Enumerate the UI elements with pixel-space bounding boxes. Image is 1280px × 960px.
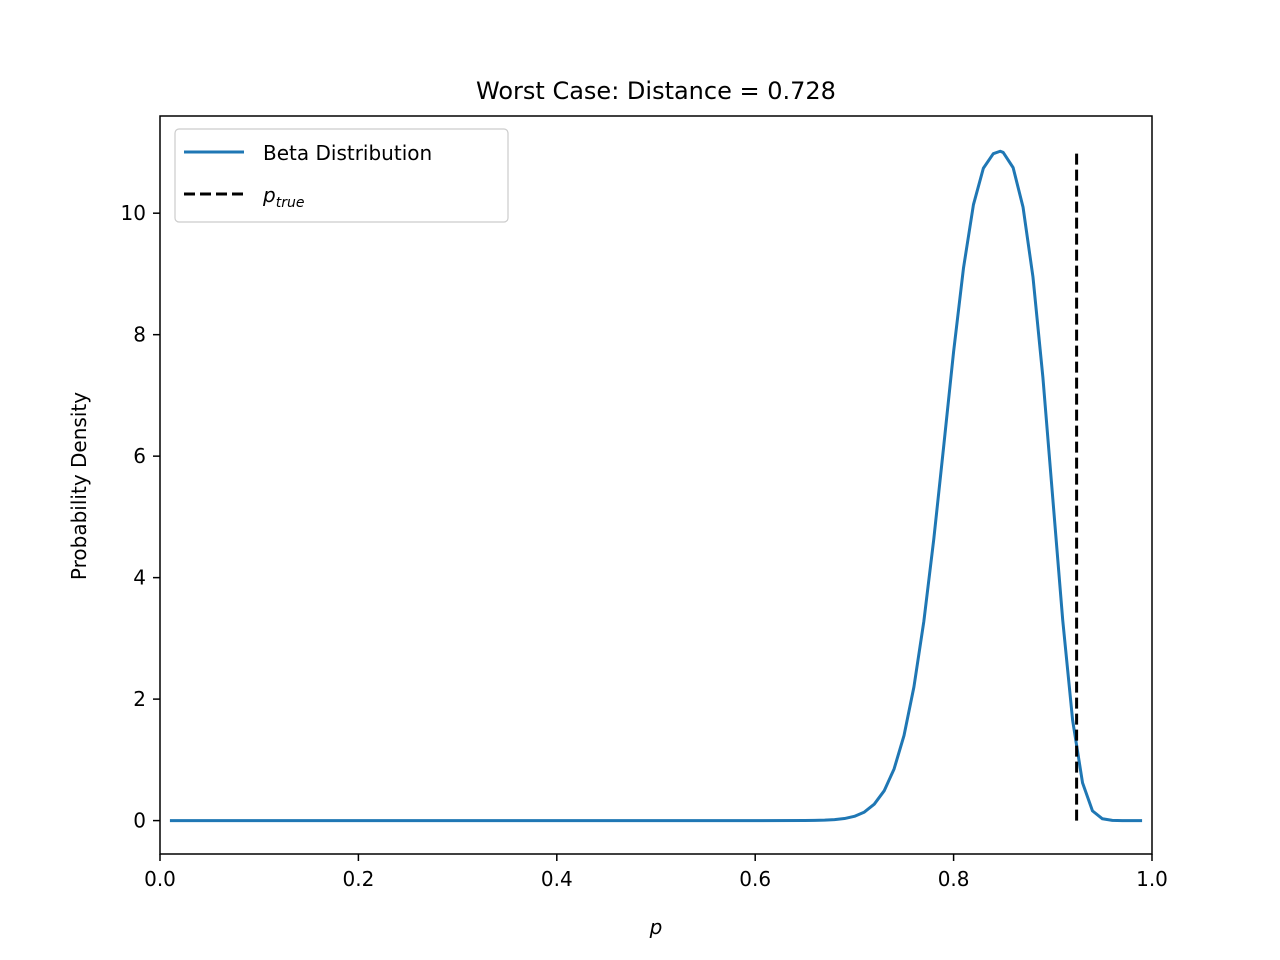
x-tick-label: 1.0	[1136, 867, 1168, 891]
y-axis-label: Probability Density	[67, 392, 91, 580]
y-tick-label: 8	[133, 323, 146, 347]
axes-frame	[159, 115, 1153, 855]
chart-title: Worst Case: Distance = 0.728	[476, 77, 836, 105]
legend: Beta Distribution ptrue	[174, 128, 509, 223]
plot-area	[169, 149, 1143, 823]
legend-label-ptrue-sub: true	[276, 195, 305, 211]
y-tick-label: 10	[121, 201, 146, 225]
legend-label-ptrue: ptrue	[262, 183, 304, 211]
beta-distribution-line	[169, 149, 1143, 823]
legend-frame	[174, 128, 509, 223]
x-tick-label: 0.8	[938, 867, 970, 891]
x-axis-label: p	[649, 915, 663, 939]
legend-label-ptrue-main: p	[262, 183, 276, 207]
y-tick-label: 4	[133, 566, 146, 590]
legend-label-beta: Beta Distribution	[263, 141, 432, 165]
x-tick-label: 0.0	[144, 867, 176, 891]
x-tick-label: 0.4	[541, 867, 573, 891]
axes: 0.0 0.2 0.4 0.6 0.8 1.0 0 2 4 6 8 10	[121, 115, 1168, 891]
y-tick-label: 2	[133, 687, 146, 711]
x-tick-label: 0.6	[739, 867, 771, 891]
y-tick-label: 6	[133, 444, 146, 468]
x-tick-label: 0.2	[342, 867, 374, 891]
y-tick-label: 0	[133, 809, 146, 833]
